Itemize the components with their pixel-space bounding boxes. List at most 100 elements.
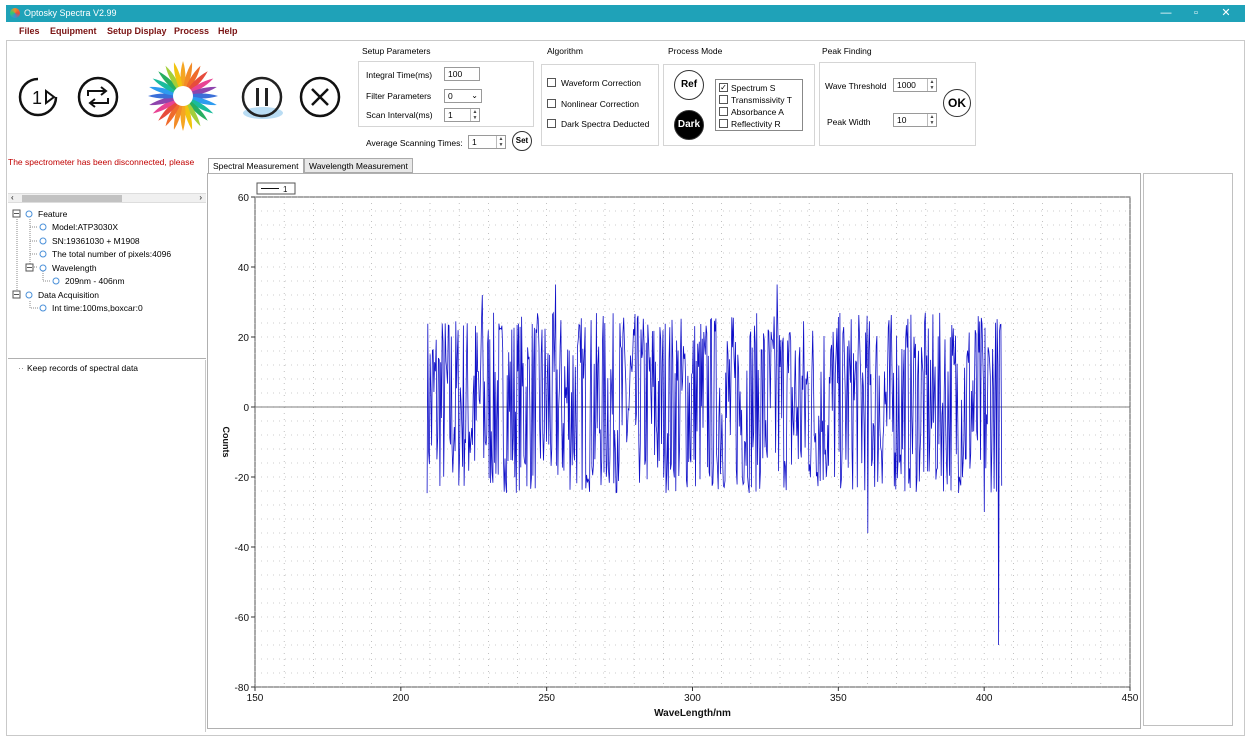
scan-interval-input[interactable]: 1 ▲ ▼ [444, 108, 480, 122]
spectrum-chart: 150 200 250 300 350 400 450 -80 -60 -40 -20 0 20 40 60… [207, 173, 1141, 729]
tree-node-feature[interactable]: Feature [38, 209, 68, 219]
records-label[interactable]: Keep records of spectral data [27, 363, 139, 373]
tab-spectral-measurement[interactable]: Spectral Measurement [208, 158, 304, 173]
maximize-button[interactable]: ▫ [1194, 7, 1198, 19]
absorbance-checkbox[interactable] [719, 107, 728, 116]
y-tick-label: -20 [235, 473, 250, 484]
optosky-logo-icon [148, 61, 218, 131]
reflectivity-checkbox[interactable] [719, 119, 728, 128]
transmissivity-checkbox[interactable] [719, 95, 728, 104]
y-tick-label: -40 [235, 543, 250, 554]
stop-icon[interactable] [298, 75, 344, 119]
average-scanning-value: 1 [472, 137, 477, 147]
scrollbar-thumb[interactable] [22, 195, 122, 202]
series-1-line [426, 284, 1003, 646]
y-tick-label: -80 [235, 683, 250, 694]
y-tick-label: -60 [235, 613, 250, 624]
dark-button[interactable]: Dark [674, 110, 704, 140]
menu-process[interactable]: Process [174, 26, 210, 36]
tree-node-pixels[interactable]: The total number of pixels:4096 [52, 249, 172, 259]
set-button[interactable]: Set [512, 131, 532, 151]
status-message: The spectrometer has been disconnected, … [8, 157, 195, 167]
integral-time-label: Integral Time(ms) [366, 70, 433, 80]
tree-node-wavelength-range[interactable]: 209nm - 406nm [65, 276, 125, 286]
process-mode-title: Process Mode [668, 46, 723, 56]
wave-threshold-input[interactable]: 1000 ▲ ▼ [893, 78, 937, 92]
nonlinear-correction-label: Nonlinear Correction [561, 99, 639, 109]
peak-finding-title: Peak Finding [822, 46, 872, 56]
peak-width-input[interactable]: 10 ▲ ▼ [893, 113, 937, 127]
scroll-left-icon[interactable]: ‹ [11, 193, 14, 202]
tree-node-sn[interactable]: SN:19361030 + M1908 [52, 236, 140, 246]
y-tick-label: 40 [238, 263, 250, 274]
filter-value: 0 [448, 91, 453, 101]
setup-parameters-panel [358, 61, 534, 127]
svg-text:1: 1 [32, 88, 42, 108]
spectrum-s-checkbox[interactable]: ✓ [719, 83, 728, 92]
peak-finding-panel [819, 62, 976, 146]
records-connector: ·· [18, 363, 24, 373]
nonlinear-correction-checkbox[interactable] [547, 99, 556, 108]
tree-node-int-time[interactable]: Int time:100ms,boxcar:0 [52, 303, 143, 313]
logo-center [173, 86, 193, 106]
transmissivity-label: Transmissivity T [731, 95, 792, 105]
algorithm-title: Algorithm [547, 46, 583, 56]
x-tick-label: 150 [247, 693, 264, 704]
ref-button[interactable]: Ref [674, 70, 704, 100]
menu-equipment[interactable]: Equipment [50, 26, 97, 36]
tree-connectors [12, 209, 60, 312]
x-axis-label: WaveLength/nm [654, 708, 731, 719]
right-side-panel [1143, 173, 1233, 726]
device-tree: Feature Model:ATP3030X SN:19361030 + M19… [8, 205, 206, 359]
toolbar: 1 [8, 41, 341, 153]
x-tick-label: 400 [976, 693, 993, 704]
chevron-down-icon: ⌄ [471, 91, 478, 100]
x-tick-label: 350 [830, 693, 847, 704]
tree-node-wavelength[interactable]: Wavelength [52, 263, 97, 273]
spinner-icon[interactable]: ▲ ▼ [927, 114, 936, 126]
average-scanning-input[interactable]: 1 ▲ ▼ [468, 135, 506, 149]
y-tick-label: 20 [238, 333, 250, 344]
process-mode-panel [663, 64, 815, 146]
window-title: Optosky Spectra V2.99 [24, 8, 117, 18]
continuous-scan-icon[interactable] [76, 75, 122, 119]
title-bar: Optosky Spectra V2.99 — ▫ ✕ [6, 5, 1245, 22]
scan-interval-label: Scan Interval(ms) [366, 110, 433, 120]
ok-button[interactable]: OK [943, 89, 971, 117]
tree-node-model[interactable]: Model:ATP3030X [52, 222, 118, 232]
x-tick-label: 450 [1122, 693, 1139, 704]
single-scan-icon[interactable]: 1 [16, 75, 62, 119]
waveform-correction-label: Waveform Correction [561, 78, 641, 88]
tree-node-data-acquisition[interactable]: Data Acquisition [38, 290, 99, 300]
tab-wavelength-measurement[interactable]: Wavelength Measurement [304, 158, 413, 173]
tree-horizontal-scrollbar[interactable]: ‹ › [8, 193, 206, 203]
y-tick-label: 60 [238, 193, 250, 204]
dark-spectra-checkbox[interactable] [547, 119, 556, 128]
legend-label: 1 [283, 185, 288, 194]
pause-icon[interactable] [238, 75, 288, 121]
spinner-icon[interactable]: ▲ ▼ [927, 79, 936, 91]
wave-threshold-value: 1000 [897, 80, 916, 90]
scan-interval-value: 1 [448, 110, 453, 120]
x-tick-label: 300 [684, 693, 701, 704]
menu-setup-display[interactable]: Setup Display [107, 26, 167, 36]
x-tick-label: 250 [538, 693, 555, 704]
records-panel: ·· Keep records of spectral data [8, 360, 206, 732]
scroll-right-icon[interactable]: › [199, 193, 202, 202]
main-frame [6, 40, 1245, 736]
algorithm-panel [541, 64, 659, 146]
y-axis-label: Counts [221, 427, 231, 458]
peak-width-value: 10 [897, 115, 907, 125]
menu-files[interactable]: Files [19, 26, 40, 36]
menu-bar: Files Equipment Setup Display Process He… [6, 22, 1245, 40]
waveform-correction-checkbox[interactable] [547, 78, 556, 87]
integral-time-input[interactable]: 100 [444, 67, 480, 81]
spinner-icon[interactable]: ▲ ▼ [496, 136, 505, 148]
close-window-button[interactable]: ✕ [1221, 7, 1231, 19]
menu-help[interactable]: Help [218, 26, 238, 36]
mode-options-box [715, 79, 803, 131]
app-logo-icon [10, 8, 20, 18]
filter-parameters-select[interactable]: 0 ⌄ [444, 89, 482, 103]
minimize-button[interactable]: — [1160, 7, 1172, 19]
spinner-icon[interactable]: ▲ ▼ [470, 109, 479, 121]
